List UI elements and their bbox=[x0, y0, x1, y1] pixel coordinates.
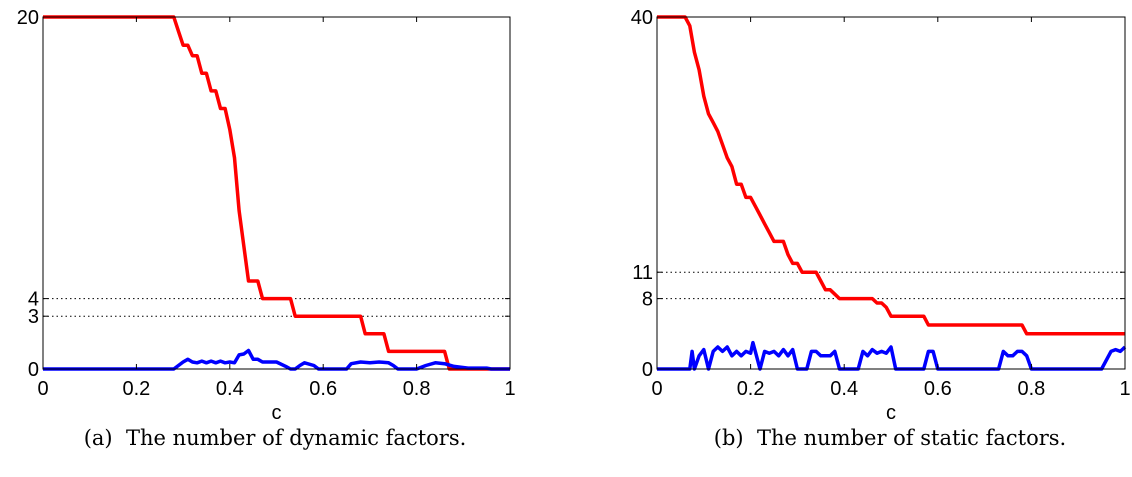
y-tick-label: 40 bbox=[631, 7, 653, 29]
x-tick-label: 0 bbox=[37, 378, 48, 400]
x-tick-label: 1 bbox=[1119, 378, 1130, 400]
x-tick-label: 0.8 bbox=[403, 378, 431, 400]
plot-frame bbox=[656, 16, 1126, 370]
chart-static-factors: 0 0.2 0.4 0.6 0.8 1 0 8 11 40 c(b) The number of s… bbox=[631, 7, 1131, 450]
figure-caption: (b) The number of static factors. bbox=[714, 426, 1066, 450]
x-tick-label: 0.4 bbox=[216, 378, 244, 400]
x-tick-label: 0 bbox=[651, 378, 662, 400]
x-tick-label: 0.4 bbox=[830, 378, 858, 400]
chart-dynamic-factors: 0 0.2 0.4 0.6 0.8 1 0 34 20 c(a) The number of dy… bbox=[17, 7, 516, 450]
x-tick-label: 0.2 bbox=[122, 378, 150, 400]
series-line-red bbox=[657, 15, 1125, 336]
y-tick-label: 20 bbox=[17, 7, 39, 29]
y-tick-label: 4 bbox=[28, 289, 39, 311]
series-line-red bbox=[43, 15, 510, 371]
y-tick-label: 0 bbox=[28, 359, 39, 381]
series-line-blue bbox=[657, 340, 1127, 371]
x-axis-label: c bbox=[886, 402, 896, 424]
x-axis-label: c bbox=[272, 402, 282, 424]
y-tick-label: 0 bbox=[642, 359, 653, 381]
x-tick-label: 1 bbox=[504, 378, 515, 400]
y-tick-label: 8 bbox=[642, 289, 653, 311]
x-tick-label: 0.8 bbox=[1017, 378, 1045, 400]
y-tick-label: 3 bbox=[28, 306, 39, 328]
series-line-blue bbox=[43, 348, 510, 371]
x-tick-label: 0.2 bbox=[737, 378, 765, 400]
x-tick-label: 0.6 bbox=[309, 378, 337, 400]
y-tick-label: 11 bbox=[632, 262, 653, 284]
plot-frame bbox=[42, 16, 511, 370]
figure-caption: (a) The number of dynamic factors. bbox=[84, 426, 467, 450]
x-tick-label: 0.6 bbox=[924, 378, 952, 400]
